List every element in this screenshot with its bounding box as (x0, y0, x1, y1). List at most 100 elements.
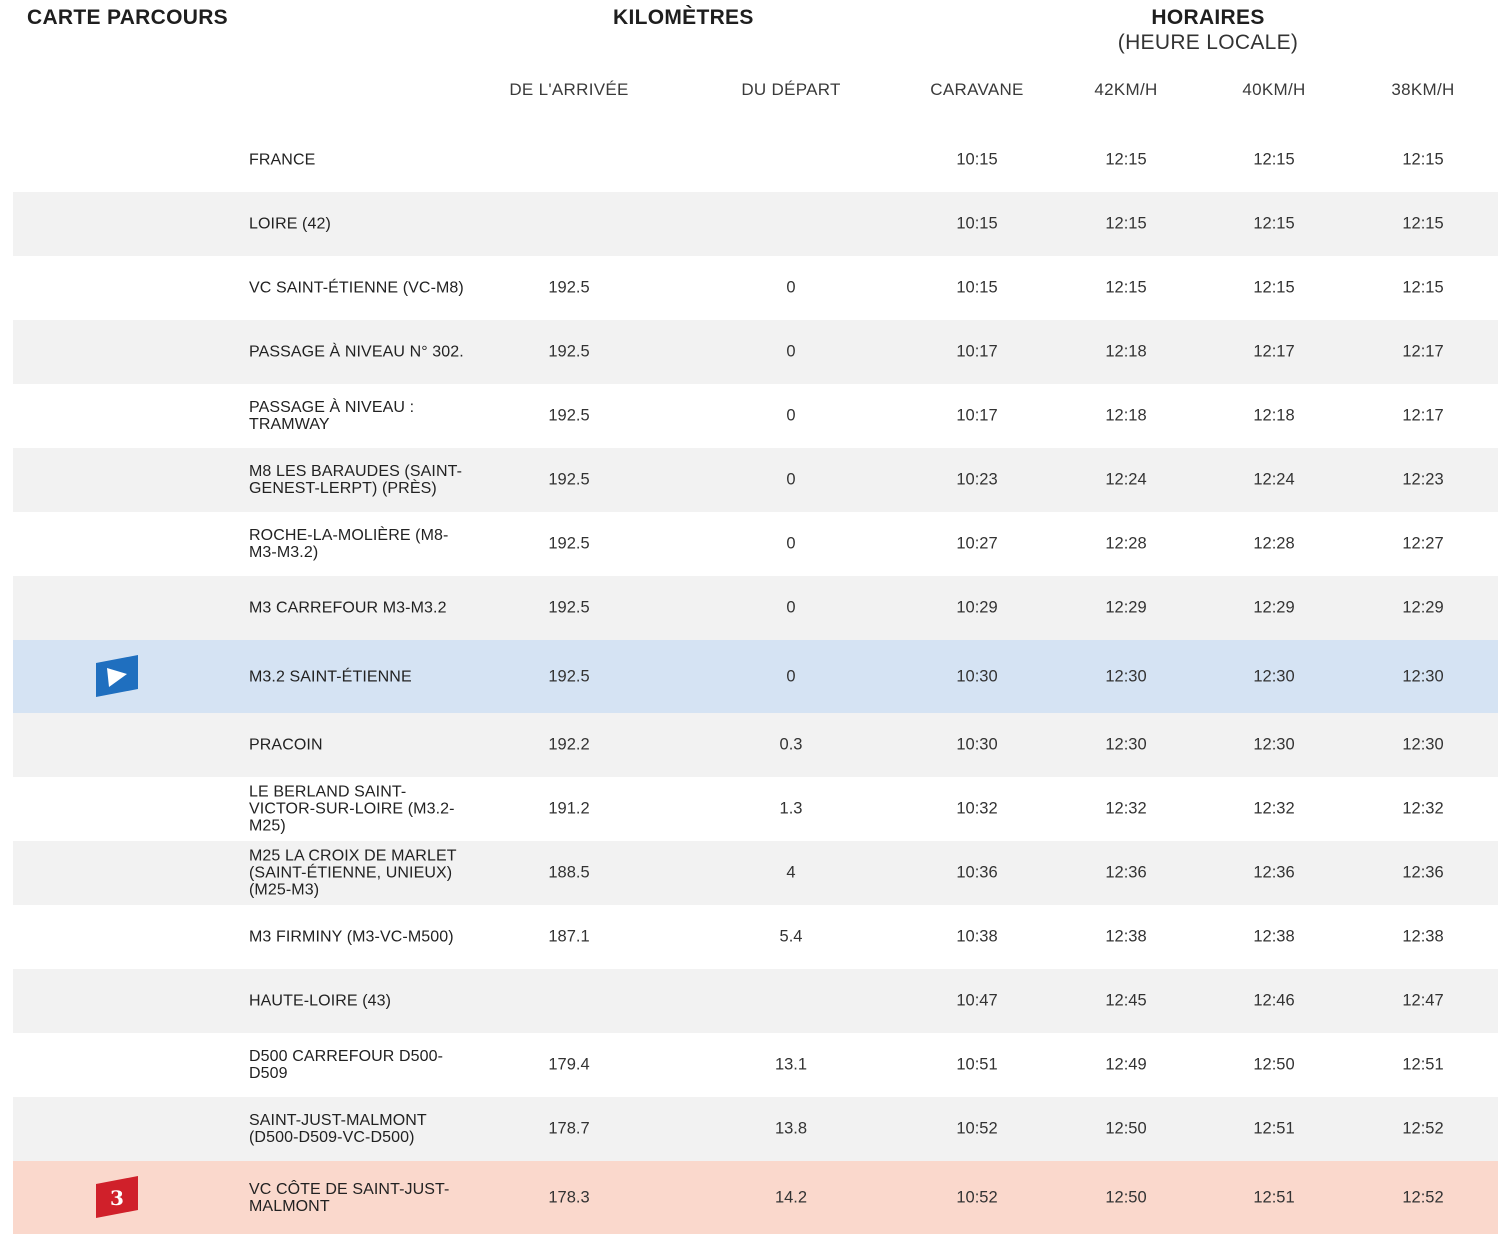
table-row: M8 LES BARAUDES (SAINT-GENEST-LERPT) (PR… (13, 448, 1498, 512)
start-flag-icon[interactable] (93, 653, 141, 701)
time-38kmh: 12:29 (1402, 598, 1444, 617)
time-38kmh: 12:32 (1402, 799, 1444, 818)
time-40kmh: 12:32 (1253, 799, 1295, 818)
time-40kmh: 12:17 (1253, 342, 1295, 361)
km-from-arrival: 179.4 (548, 1055, 590, 1074)
time-40kmh: 12:28 (1253, 534, 1295, 553)
location-name: M3 FIRMINY (M3-VC-M500) (249, 928, 454, 946)
caravan-time: 10:32 (956, 799, 998, 818)
caravan-time: 10:29 (956, 598, 998, 617)
location-name: VC SAINT-ÉTIENNE (VC-M8) (249, 279, 464, 297)
km-from-departure: 0 (786, 534, 796, 553)
column-header-40kmh: 40KM/H (1242, 80, 1306, 99)
km-from-departure: 13.8 (774, 1119, 808, 1138)
table-row: M3 FIRMINY (M3-VC-M500) 187.1 5.4 10:38 12:3… (13, 905, 1498, 969)
table-row: HAUTE-LOIRE (43) 10:47 12:45 12:46 12:47 (13, 969, 1498, 1033)
km-from-departure: 0 (786, 406, 796, 425)
location-name: PASSAGE À NIVEAU N° 302. (249, 343, 464, 361)
caravan-time: 10:30 (956, 735, 998, 754)
time-42kmh: 12:15 (1105, 150, 1147, 169)
time-42kmh: 12:30 (1105, 735, 1147, 754)
time-42kmh: 12:32 (1105, 799, 1147, 818)
km-from-departure: 5.4 (779, 927, 803, 946)
time-40kmh: 12:30 (1253, 735, 1295, 754)
location-name: SAINT-JUST-MALMONT (D500-D509-VC-D500) (249, 1112, 427, 1146)
table-row: LOIRE (42) 10:15 12:15 12:15 12:15 (13, 192, 1498, 256)
table-header: CARTE PARCOURS KILOMÈTRES HORAIRES (HEUR… (0, 0, 1500, 130)
time-42kmh: 12:36 (1105, 863, 1147, 882)
table-row: PRACOIN 192.2 0.3 10:30 12:30 12:30 12:30 (13, 713, 1498, 777)
location-name: LE BERLAND SAINT-VICTOR-SUR-LOIRE (M3.2-… (249, 783, 455, 835)
caravan-time: 10:15 (956, 278, 998, 297)
location-name: M25 LA CROIX DE MARLET (SAINT-ÉTIENNE, U… (249, 847, 457, 899)
time-42kmh: 12:49 (1105, 1055, 1147, 1074)
table-row: M3.2 SAINT-ÉTIENNE 192.5 0 10:30 12:30 12:30 1… (13, 640, 1498, 713)
time-38kmh: 12:17 (1402, 342, 1444, 361)
time-42kmh: 12:29 (1105, 598, 1147, 617)
time-38kmh: 12:30 (1402, 735, 1444, 754)
table-row: SAINT-JUST-MALMONT (D500-D509-VC-D500) 17… (13, 1097, 1498, 1161)
time-38kmh: 12:23 (1402, 470, 1444, 489)
table-row: ROCHE-LA-MOLIÈRE (M8-M3-M3.2) 192.5 0 10:27… (13, 512, 1498, 576)
time-42kmh: 12:50 (1105, 1188, 1147, 1206)
time-38kmh: 12:38 (1402, 927, 1444, 946)
km-from-arrival: 192.5 (548, 278, 590, 297)
location-name: HAUTE-LOIRE (43) (249, 992, 392, 1010)
caravan-time: 10:30 (956, 667, 998, 685)
location-name: D500 CARREFOUR D500-D509 (249, 1048, 444, 1082)
km-from-departure: 14.2 (774, 1188, 808, 1206)
location-name: VC CÔTE DE SAINT-JUST-MALMONT (249, 1180, 450, 1215)
time-40kmh: 12:15 (1253, 278, 1295, 297)
column-header-38kmh: 38KM/H (1391, 80, 1455, 99)
time-40kmh: 12:18 (1253, 406, 1295, 425)
table-row: M25 LA CROIX DE MARLET (SAINT-ÉTIENNE, U… (13, 841, 1498, 905)
time-38kmh: 12:17 (1402, 406, 1444, 425)
kilometres-title: KILOMÈTRES (613, 6, 754, 29)
caravan-time: 10:17 (956, 406, 998, 425)
caravan-time: 10:17 (956, 342, 998, 361)
table-row: LE BERLAND SAINT-VICTOR-SUR-LOIRE (M3.2-… (13, 777, 1498, 841)
km-from-departure: 4 (786, 863, 796, 882)
location-name: M3 CARREFOUR M3-M3.2 (249, 599, 447, 617)
location-name: ROCHE-LA-MOLIÈRE (M8-M3-M3.2) (249, 527, 449, 561)
table-row: 3 VC CÔTE DE SAINT-JUST-MALMONT 178.3 14.2 1… (13, 1161, 1498, 1234)
caravan-time: 10:15 (956, 214, 998, 233)
time-42kmh: 12:18 (1105, 406, 1147, 425)
km-from-arrival: 188.5 (548, 863, 590, 882)
km-from-departure: 13.1 (774, 1055, 808, 1074)
km-from-departure: 0 (786, 598, 796, 617)
climb-category-3-flag-icon[interactable]: 3 (93, 1174, 141, 1222)
time-38kmh: 12:15 (1402, 150, 1444, 169)
caravan-time: 10:52 (956, 1119, 998, 1138)
km-from-departure: 1.3 (779, 799, 803, 818)
location-name: FRANCE (249, 151, 316, 169)
km-from-arrival: 192.5 (548, 470, 590, 489)
timetable-body: FRANCE 10:15 12:15 12:15 12:15 LOIRE (42) 10:1… (13, 128, 1498, 1234)
km-from-arrival: 192.2 (548, 735, 590, 754)
column-header-departure: DU DÉPART (741, 80, 841, 99)
time-42kmh: 12:28 (1105, 534, 1147, 553)
time-40kmh: 12:24 (1253, 470, 1295, 489)
km-from-departure: 0 (786, 342, 796, 361)
time-38kmh: 12:52 (1402, 1188, 1444, 1206)
time-40kmh: 12:29 (1253, 598, 1295, 617)
time-38kmh: 12:52 (1402, 1119, 1444, 1138)
table-row: PASSAGE À NIVEAU N° 302. 192.5 0 10:17 12:18… (13, 320, 1498, 384)
caravan-time: 10:52 (956, 1188, 998, 1206)
caravan-time: 10:23 (956, 470, 998, 489)
caravan-time: 10:36 (956, 863, 998, 882)
time-40kmh: 12:38 (1253, 927, 1295, 946)
caravan-time: 10:15 (956, 150, 998, 169)
table-row: PASSAGE À NIVEAU : TRAMWAY 192.5 0 10:17 12:… (13, 384, 1498, 448)
location-name: LOIRE (42) (249, 215, 331, 233)
table-row: D500 CARREFOUR D500-D509 179.4 13.1 10:51 12… (13, 1033, 1498, 1097)
km-from-arrival: 192.5 (548, 667, 590, 685)
time-40kmh: 12:51 (1253, 1119, 1295, 1138)
time-42kmh: 12:38 (1105, 927, 1147, 946)
location-name: M3.2 SAINT-ÉTIENNE (249, 668, 412, 685)
svg-text:3: 3 (110, 1186, 124, 1210)
time-38kmh: 12:51 (1402, 1055, 1444, 1074)
column-header-42kmh: 42KM/H (1094, 80, 1158, 99)
location-name: PASSAGE À NIVEAU : TRAMWAY (249, 399, 415, 433)
time-40kmh: 12:51 (1253, 1188, 1295, 1206)
